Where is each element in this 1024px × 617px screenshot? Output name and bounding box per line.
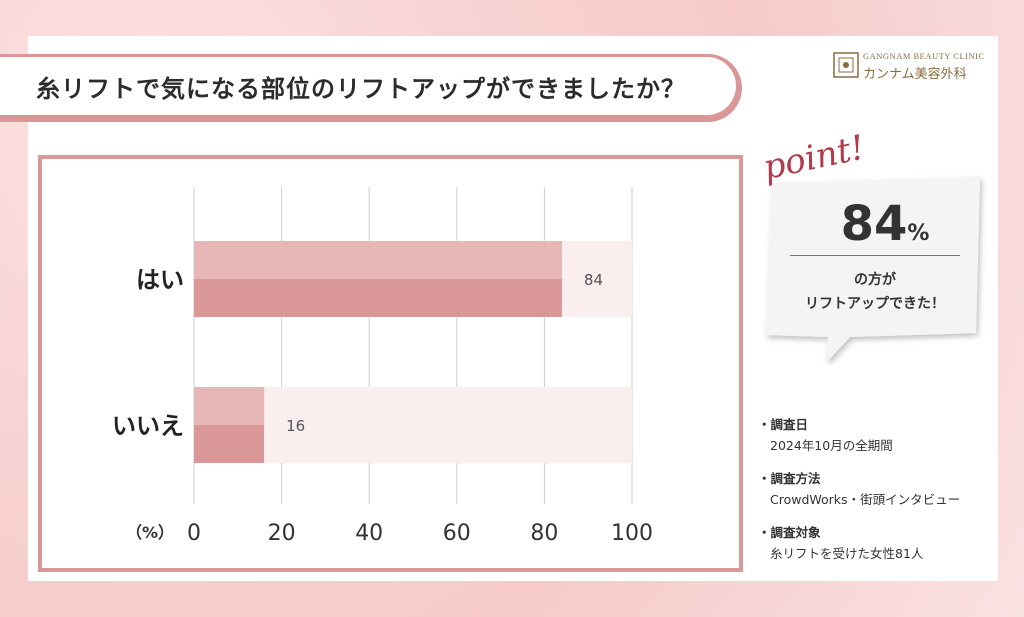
point-caption-line2: リフトアップできた！ <box>805 296 945 312</box>
x-tick-label: 40 <box>355 521 383 546</box>
bar-chart: 0 20 40 60 80 100 （%） 84 はい 16 いいえ <box>112 187 653 546</box>
bar-highlight <box>194 241 562 279</box>
page-title: 糸リフトで気になる部位のリフトアップができましたか？ <box>36 74 686 103</box>
x-tick-label: 100 <box>611 521 653 546</box>
note-method-body: CrowdWorks・街頭インタビュー <box>770 492 961 507</box>
category-label: はい <box>136 266 184 294</box>
note-date-body: 2024年10月の全期間 <box>770 438 893 453</box>
point-bubble <box>766 177 980 363</box>
x-tick-label: 60 <box>443 521 471 546</box>
note-method-head: ・調査方法 <box>758 471 821 486</box>
bar-highlight <box>194 387 265 425</box>
title-panel: 糸リフトで気になる部位のリフトアップができましたか？ <box>0 57 736 115</box>
note-date: ・調査日 2024年10月の全期間 <box>758 414 998 454</box>
chart-panel: 0 20 40 60 80 100 （%） 84 はい 16 いいえ <box>38 155 743 572</box>
survey-notes: ・調査日 2024年10月の全期間 ・調査方法 CrowdWorks・街頭インタ… <box>758 414 998 576</box>
x-tick-label: 0 <box>187 521 201 546</box>
note-date-head: ・調査日 <box>758 417 809 432</box>
clinic-name-jp: カンナム美容外科 <box>863 67 967 82</box>
data-label: 16 <box>286 417 305 435</box>
x-tick-label: 20 <box>268 521 296 546</box>
clinic-name-en: GANGNAM BEAUTY CLINIC <box>863 51 985 61</box>
point-number: 84 <box>840 196 908 252</box>
point-divider <box>790 255 960 256</box>
note-target-head: ・調査対象 <box>758 525 821 540</box>
note-method: ・調査方法 CrowdWorks・街頭インタビュー <box>758 468 998 508</box>
x-tick-label: 80 <box>530 521 558 546</box>
unit-label: （%） <box>126 523 174 542</box>
point-caption: の方が リフトアップできた！ <box>780 268 970 316</box>
note-target: ・調査対象 糸リフトを受けた女性81人 <box>758 522 998 562</box>
point-caption-line1: の方が <box>854 272 896 288</box>
category-label: いいえ <box>112 412 184 440</box>
data-label: 84 <box>584 271 603 289</box>
point-value: 84% <box>800 196 970 252</box>
clinic-logo-icon <box>833 52 859 78</box>
bar-track <box>194 387 632 463</box>
clinic-logo: GANGNAM BEAUTY CLINIC カンナム美容外科 <box>833 50 985 86</box>
note-target-body: 糸リフトを受けた女性81人 <box>770 546 924 561</box>
point-unit: % <box>907 221 930 246</box>
